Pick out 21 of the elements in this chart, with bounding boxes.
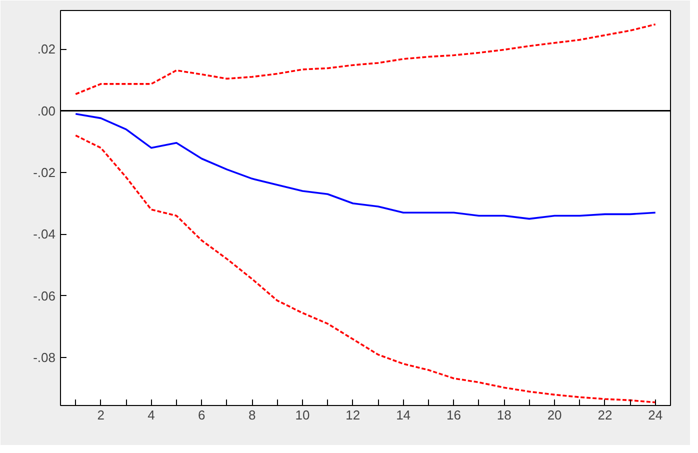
y-tick-label: -.02 xyxy=(33,165,56,180)
line-series xyxy=(74,23,656,96)
x-tick-label: 6 xyxy=(198,408,206,422)
x-tick-label: 4 xyxy=(148,408,155,422)
y-tick-label: -.06 xyxy=(33,288,56,304)
x-tick-label: 16 xyxy=(446,408,461,422)
x-tick-label: 24 xyxy=(648,408,663,422)
x-tick-label: 20 xyxy=(547,408,562,422)
y-tick-label: .00 xyxy=(37,103,56,118)
y-tick-label: -.08 xyxy=(33,350,56,366)
x-tick-label: 14 xyxy=(396,408,411,422)
x-tick-label: 8 xyxy=(248,408,256,422)
line-series xyxy=(74,112,656,220)
x-tick-label: 2 xyxy=(97,408,104,422)
y-tick-label: -.04 xyxy=(33,226,56,242)
x-tick-label: 12 xyxy=(346,408,360,422)
x-tick-label: 22 xyxy=(598,408,612,422)
x-tick-label: 18 xyxy=(496,408,512,422)
y-tick-label: .02 xyxy=(37,42,56,57)
x-tick-label: 10 xyxy=(295,408,310,422)
line-series xyxy=(74,134,656,404)
